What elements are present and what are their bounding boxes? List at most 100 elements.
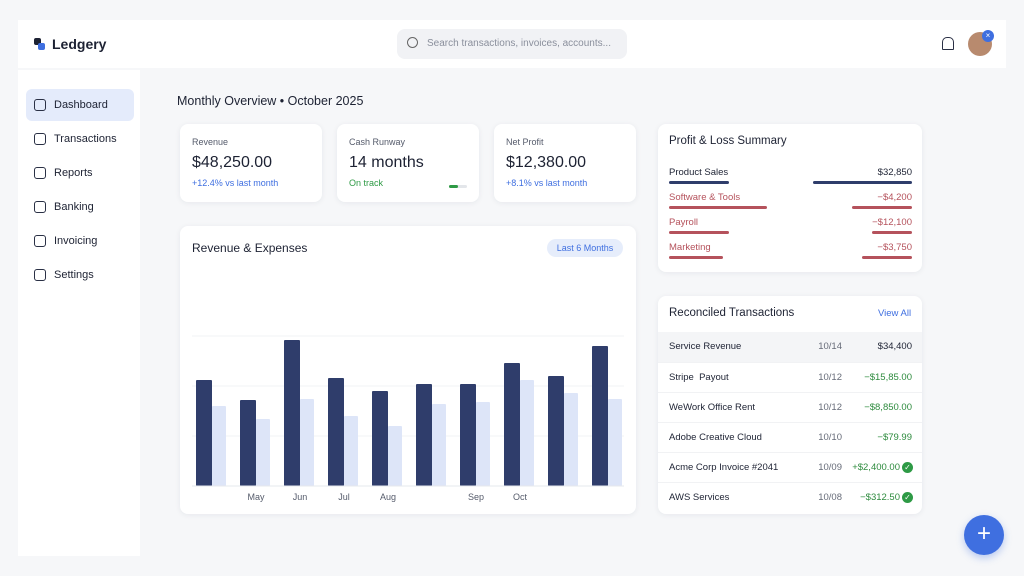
bar <box>212 406 226 486</box>
bar <box>432 404 446 486</box>
kpi-value: 14 months <box>349 154 424 171</box>
kpi-label: Cash Runway <box>349 137 406 147</box>
logo <box>38 43 45 50</box>
transactions-title: Reconciled Transactions <box>669 307 795 319</box>
bell-icon[interactable] <box>942 37 954 50</box>
x-tick-label: Jul <box>338 492 350 502</box>
range-badge[interactable]: Last 6 Months <box>547 239 623 257</box>
bar <box>416 384 432 486</box>
kpi-card <box>494 124 636 202</box>
bar <box>372 391 388 486</box>
transaction-row[interactable]: AWS Services 10/08 −$312.50 ✓ <box>658 482 922 513</box>
bar <box>240 400 256 486</box>
transaction-amount: −$15,85.00 <box>864 372 912 383</box>
transaction-date: 10/10 <box>818 432 842 443</box>
pnl-bar <box>669 181 729 184</box>
transaction-date: 10/08 <box>818 492 842 503</box>
transaction-row[interactable]: WeWork Office Rent 10/12 −$8,850.00 <box>658 392 922 423</box>
app-name: Ledgery <box>52 36 107 52</box>
nav-icon <box>34 269 46 281</box>
nav-item[interactable]: Reports <box>26 157 134 189</box>
pnl-bar <box>669 231 729 234</box>
bar <box>520 380 534 486</box>
nav-icon <box>34 235 46 247</box>
check-icon: ✓ <box>902 492 913 503</box>
nav-item[interactable]: Dashboard <box>26 89 134 121</box>
x-tick-label: Aug <box>380 492 396 502</box>
nav-label: Settings <box>54 269 94 281</box>
bar <box>256 419 270 486</box>
pnl-amount: −$4,200 <box>877 192 912 203</box>
pnl-title: Profit & Loss Summary <box>669 135 787 147</box>
transaction-date: 10/12 <box>818 402 842 413</box>
transaction-amount: −$8,850.00 <box>864 402 912 413</box>
bar <box>476 402 490 486</box>
pnl-bar <box>813 181 912 184</box>
nav-label: Invoicing <box>54 235 98 247</box>
transaction-name: WeWork Office Rent <box>669 402 756 413</box>
search-icon <box>407 37 418 48</box>
kpi-label: Revenue <box>192 137 229 147</box>
kpi-note: +8.1% vs last month <box>506 178 588 188</box>
bar <box>344 416 358 486</box>
pnl-amount: $32,850 <box>877 167 912 178</box>
transaction-row[interactable]: Service Revenue 10/14 $34,400 <box>658 332 922 362</box>
transaction-row[interactable]: Adobe Creative Cloud 10/10 −$79.99 <box>658 422 922 453</box>
view-all-link[interactable]: View All <box>878 308 912 319</box>
nav-item[interactable]: Invoicing <box>26 225 134 257</box>
nav-icon <box>34 201 46 213</box>
transaction-date: 10/09 <box>818 462 842 473</box>
pnl-label: Software & Tools <box>669 192 741 203</box>
bar <box>564 393 578 486</box>
transaction-name: Stripe Payout <box>669 372 729 383</box>
search-box[interactable]: Search transactions, invoices, accounts.… <box>397 29 627 59</box>
nav-item[interactable]: Transactions <box>26 123 134 155</box>
progress-track <box>449 185 467 188</box>
nav-label: Banking <box>54 201 94 213</box>
bar <box>196 380 212 486</box>
page-title: Monthly Overview • October 2025 <box>177 94 364 108</box>
add-button[interactable]: + <box>964 515 1004 555</box>
nav-item[interactable]: Banking <box>26 191 134 223</box>
transaction-name: AWS Services <box>669 492 730 503</box>
sidebar <box>18 70 140 556</box>
kpi-card <box>337 124 479 202</box>
pnl-amount: −$12,100 <box>872 217 912 228</box>
x-tick-label: Jun <box>293 492 308 502</box>
transaction-name: Service Revenue <box>669 341 742 352</box>
check-icon: ✓ <box>902 462 913 473</box>
bar <box>328 378 344 486</box>
avatar-badge: × <box>982 30 994 42</box>
bar <box>608 399 622 486</box>
bar <box>504 363 520 486</box>
transaction-amount: −$79.99 <box>877 432 912 443</box>
transaction-name: Acme Corp Invoice #2041 <box>669 462 779 473</box>
bar <box>284 340 300 486</box>
bar <box>388 426 402 486</box>
transaction-row[interactable]: Stripe Payout 10/12 −$15,85.00 <box>658 362 922 393</box>
nav-icon <box>34 99 46 111</box>
x-tick-label: May <box>247 492 265 502</box>
kpi-note: +12.4% vs last month <box>192 178 279 188</box>
bar <box>300 399 314 486</box>
pnl-bar <box>862 256 912 259</box>
pnl-bar <box>852 206 912 209</box>
search-placeholder: Search transactions, invoices, accounts.… <box>427 38 611 49</box>
nav-icon <box>34 167 46 179</box>
kpi-note: On track <box>349 178 384 188</box>
nav-icon <box>34 133 46 145</box>
x-tick-label: Sep <box>468 492 484 502</box>
nav-item[interactable]: Settings <box>26 259 134 291</box>
bar <box>460 384 476 486</box>
transaction-date: 10/12 <box>818 372 842 383</box>
kpi-label: Net Profit <box>506 137 544 147</box>
nav-label: Transactions <box>54 133 117 145</box>
pnl-bar <box>669 206 767 209</box>
logo <box>34 38 41 45</box>
kpi-card <box>180 124 322 202</box>
bar <box>592 346 608 486</box>
transaction-date: 10/14 <box>818 341 842 352</box>
transaction-row[interactable]: Acme Corp Invoice #2041 10/09 +$2,400.00 ✓ <box>658 452 922 483</box>
